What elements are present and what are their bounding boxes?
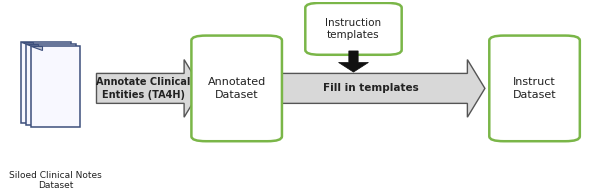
FancyBboxPatch shape bbox=[31, 46, 80, 127]
FancyBboxPatch shape bbox=[191, 36, 282, 141]
FancyBboxPatch shape bbox=[489, 36, 580, 141]
Text: Annotated
Dataset: Annotated Dataset bbox=[207, 77, 266, 100]
Polygon shape bbox=[97, 60, 201, 117]
Polygon shape bbox=[31, 46, 42, 50]
Polygon shape bbox=[269, 60, 485, 117]
Polygon shape bbox=[21, 42, 33, 46]
FancyBboxPatch shape bbox=[26, 44, 76, 125]
Text: Instruction
templates: Instruction templates bbox=[325, 18, 381, 40]
Polygon shape bbox=[339, 51, 368, 72]
Text: Siloed Clinical Notes
Dataset: Siloed Clinical Notes Dataset bbox=[9, 171, 102, 190]
Text: Instruct
Dataset: Instruct Dataset bbox=[513, 77, 556, 100]
FancyBboxPatch shape bbox=[21, 42, 71, 123]
Text: Annotate Clinical
Entities (TA4H): Annotate Clinical Entities (TA4H) bbox=[96, 77, 190, 100]
Text: Fill in templates: Fill in templates bbox=[323, 83, 419, 93]
FancyBboxPatch shape bbox=[305, 3, 402, 55]
Polygon shape bbox=[26, 44, 38, 48]
